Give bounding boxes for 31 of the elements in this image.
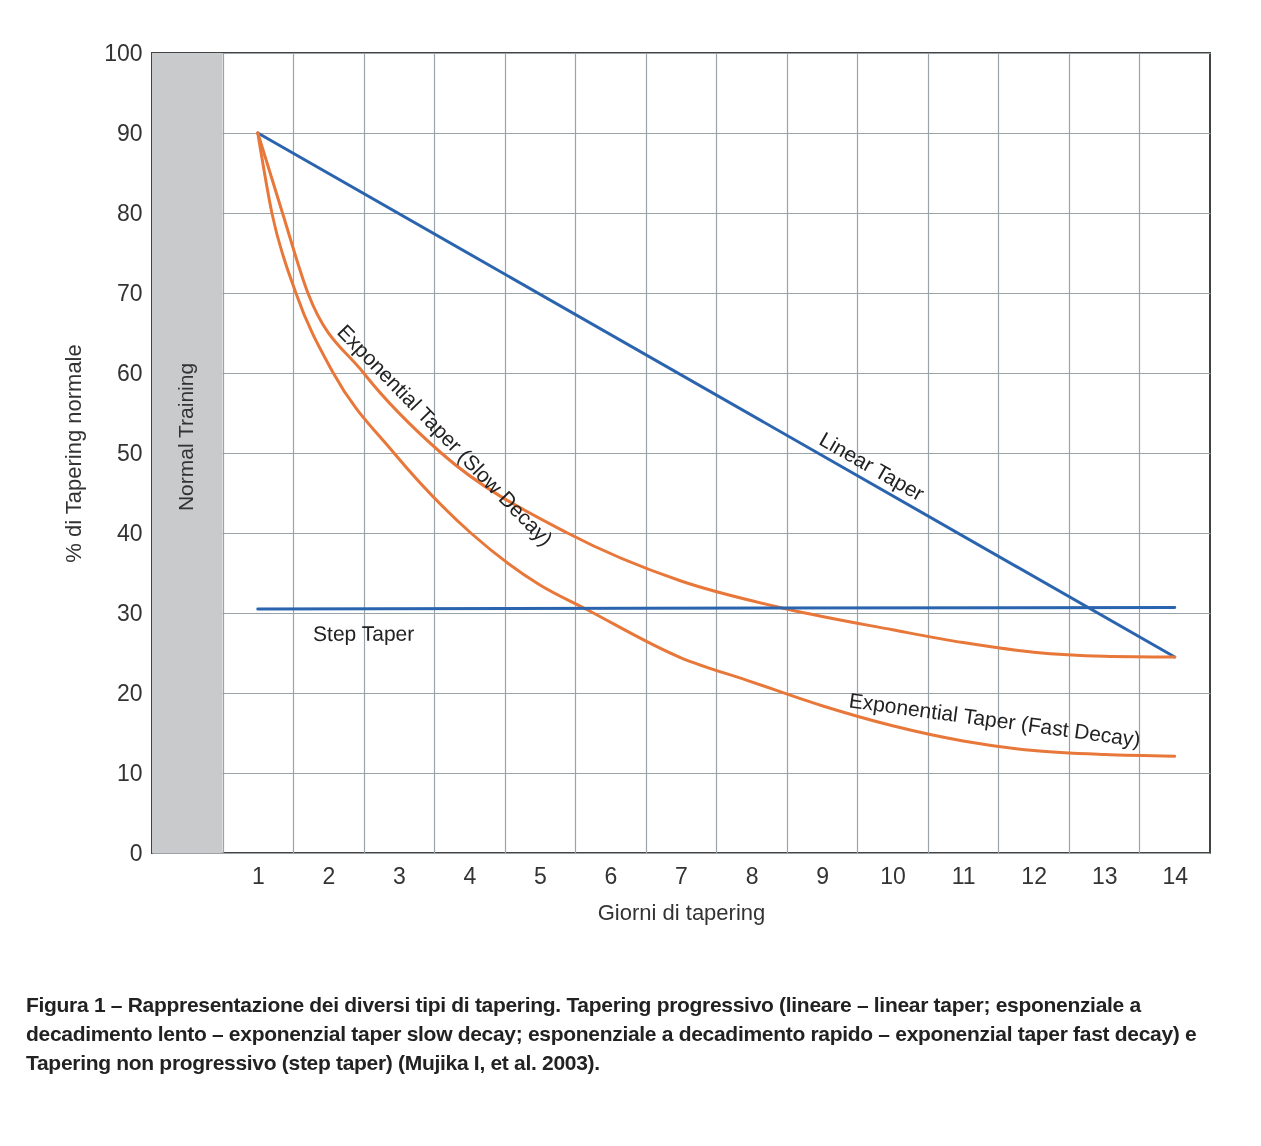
y-tick-label: 80 (116, 199, 143, 226)
x-tick-label: 1 (251, 862, 265, 889)
x-tick-label: 5 (534, 862, 547, 889)
band-label: Normal Training (174, 362, 198, 512)
x-tick-label: 9 (816, 862, 829, 889)
x-tick-label: 7 (675, 862, 688, 889)
x-tick-label: 3 (392, 862, 406, 889)
x-axis-title: Giorni di tapering (597, 899, 766, 925)
x-tick-label: 6 (604, 862, 618, 889)
y-tick-label: 20 (116, 679, 143, 706)
y-tick-label: 90 (116, 119, 143, 146)
y-tick-label: 10 (116, 759, 143, 786)
y-tick-label: 0 (129, 839, 143, 866)
x-tick-label: 14 (1162, 862, 1189, 889)
text: Figura 1 – Rappresentazione dei diversi tipi di tapering. Tapering progressivo (lineare – linear taper; esponenziale a decadimento lento – exponenzial taper slow decay; esponenziale a decadimento rapido – exponenzial taper fast decay) e Tapering non progressivo (step taper) (Mujika I, et al. 2003). (26, 992, 1198, 1076)
x-tick-label: 12 (1021, 862, 1047, 889)
x-tick-label: 4 (463, 862, 477, 889)
y-tick-label: 30 (116, 599, 143, 626)
x-tick-label: 2 (322, 862, 336, 889)
text: Exponential Taper (Fast Decay) (847, 688, 1142, 751)
y-tick-label: 60 (116, 359, 143, 386)
y-tick-label: 40 (116, 519, 143, 546)
x-tick-label: 10 (880, 862, 906, 889)
series-label: Step Taper (313, 621, 415, 645)
y-tick-label: 50 (116, 439, 143, 466)
x-tick-label: 8 (745, 862, 759, 889)
y-tick-label: 70 (116, 279, 143, 306)
y-tick-label: 100 (104, 39, 143, 66)
x-tick-label: 13 (1091, 862, 1118, 889)
x-tick-label: 11 (951, 862, 976, 889)
y-axis-title: % di Tapering normale (61, 344, 87, 563)
